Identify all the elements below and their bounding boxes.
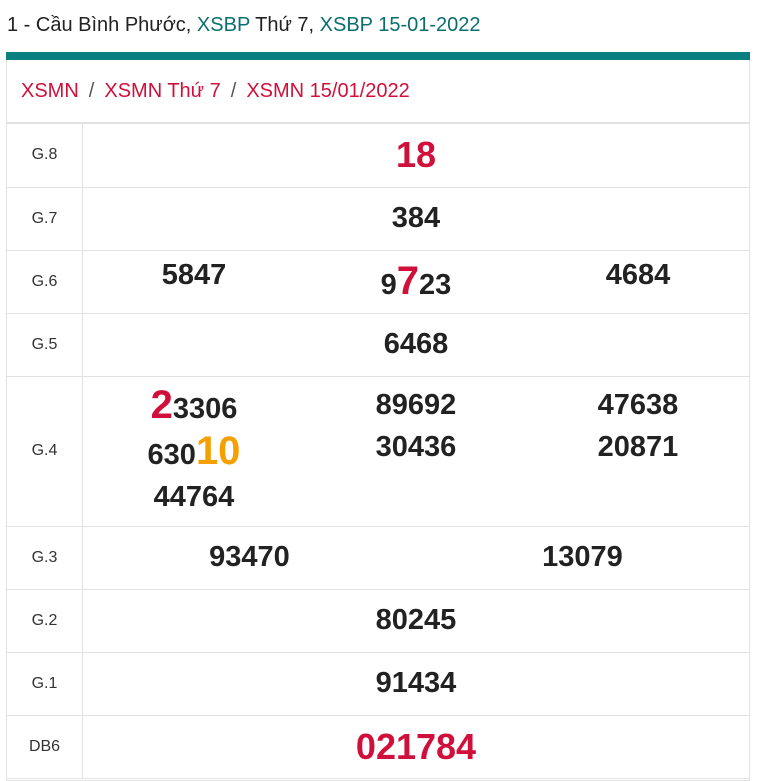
prize-label: G.5	[7, 313, 83, 377]
heading-prefix: 1 - Cầu Bình Phước,	[7, 14, 197, 36]
prize-label: G.8	[7, 124, 83, 188]
special-prize-value: 021784	[82, 715, 749, 779]
xsbp-link[interactable]: XSBP	[196, 14, 250, 36]
prize-value: 47638	[597, 389, 679, 421]
prize-value: 89692	[375, 389, 457, 421]
prize-value: 5847	[161, 259, 227, 291]
row-g6: G.6 5847 9723 4684	[7, 250, 749, 314]
row-g4: G.4 23306 63010 44764 89692 30436 47638 20…	[7, 376, 749, 527]
row-g5: G.5 6468	[7, 313, 749, 377]
prize-value: 6468	[82, 313, 749, 377]
breadcrumb-xsmn-thu7[interactable]: XSMN Thứ 7	[104, 79, 221, 102]
prize-value: 91434	[82, 652, 749, 716]
prize-value: 30436	[375, 431, 457, 463]
prize-label: G.7	[7, 187, 83, 251]
prize-label: G.6	[7, 250, 83, 314]
xsbp-date-link[interactable]: XSBP 15-01-2022	[319, 14, 481, 36]
heading-mid: Thứ 7,	[249, 14, 320, 36]
prize-value: 20871	[597, 431, 679, 463]
prize-label: G.4	[7, 376, 83, 527]
prize-value: 4684	[605, 259, 671, 291]
breadcrumb-xsmn[interactable]: XSMN	[21, 79, 79, 102]
prize-value: 18	[82, 124, 749, 188]
prize-label: DB6	[7, 715, 83, 779]
row-g8: G.8 18	[7, 124, 749, 188]
prize-label: G.1	[7, 652, 83, 716]
results-box: XSMN / XSMN Thứ 7/ XSMN 15/01/2022 G.8 18 …	[6, 60, 750, 781]
prize-value: 23306	[150, 383, 238, 427]
accent-bar	[6, 52, 750, 60]
row-g7: G.7 384	[7, 187, 749, 251]
breadcrumb: XSMN / XSMN Thứ 7/ XSMN 15/01/2022	[7, 60, 749, 124]
prize-value: 9723	[380, 259, 452, 303]
results-table: G.8 18 G.7 384 G.6 5847 9723 4684 G.5 6468 …	[7, 124, 749, 779]
prize-label: G.3	[7, 526, 83, 590]
prize-value: 384	[82, 187, 749, 251]
row-g3: G.3 93470 13079	[7, 526, 749, 590]
prize-value: 63010	[147, 429, 241, 473]
prize-value: 93470	[209, 541, 290, 573]
prize-value: 13079	[542, 541, 623, 573]
row-g2: G.2 80245	[7, 589, 749, 653]
breadcrumb-xsmn-date[interactable]: XSMN 15/01/2022	[246, 79, 410, 102]
prize-value: 44764	[153, 481, 235, 513]
row-g1: G.1 91434	[7, 652, 749, 716]
row-db: DB6 021784	[7, 715, 749, 779]
page-heading: 1 - Cầu Bình Phước, XSBP Thứ 7, XSBP 15-…	[7, 14, 481, 37]
prize-label: G.2	[7, 589, 83, 653]
prize-value: 80245	[82, 589, 749, 653]
